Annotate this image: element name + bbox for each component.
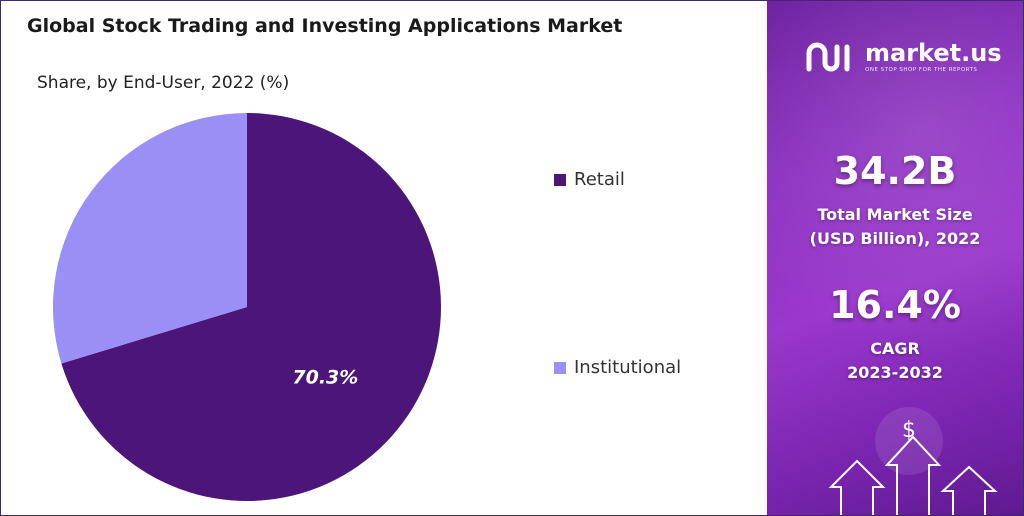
legend-swatch-institutional — [554, 361, 566, 374]
chart-title: Global Stock Trading and Investing Appli… — [27, 15, 623, 37]
stats-panel: market.us ONE STOP SHOP FOR THE REPORTS … — [767, 1, 1023, 515]
brand: market.us ONE STOP SHOP FOR THE REPORTS — [805, 39, 1002, 73]
legend-item-institutional: Institutional — [554, 357, 681, 378]
brand-tagline: ONE STOP SHOP FOR THE REPORTS — [865, 66, 978, 73]
cagr-value: 16.4% — [829, 283, 961, 327]
legend-item-retail: Retail — [554, 169, 625, 190]
data-label-retail: 70.3% — [292, 367, 358, 389]
market-us-logo-icon — [806, 42, 850, 72]
pie-chart: 70.3% — [53, 113, 441, 501]
chart-subtitle: Share, by End-User, 2022 (%) — [37, 73, 290, 93]
growth-arrows-icon: $ — [828, 407, 998, 515]
market-size-label-line2: (USD Billion), 2022 — [809, 229, 981, 248]
legend-swatch-retail — [554, 173, 566, 186]
cagr-label: CAGR — [870, 339, 920, 358]
market-size-value: 34.2B — [833, 149, 957, 193]
market-size-label-line1: Total Market Size — [817, 205, 973, 224]
pie-slice-retail — [61, 113, 441, 501]
brand-name: market.us — [865, 38, 1002, 67]
legend-label-institutional: Institutional — [574, 357, 682, 378]
legend-label-retail: Retail — [574, 169, 625, 190]
cagr-period: 2023-2032 — [847, 363, 943, 382]
chart-panel: Global Stock Trading and Investing Appli… — [1, 1, 767, 515]
pie-slice-institutional — [53, 113, 247, 364]
